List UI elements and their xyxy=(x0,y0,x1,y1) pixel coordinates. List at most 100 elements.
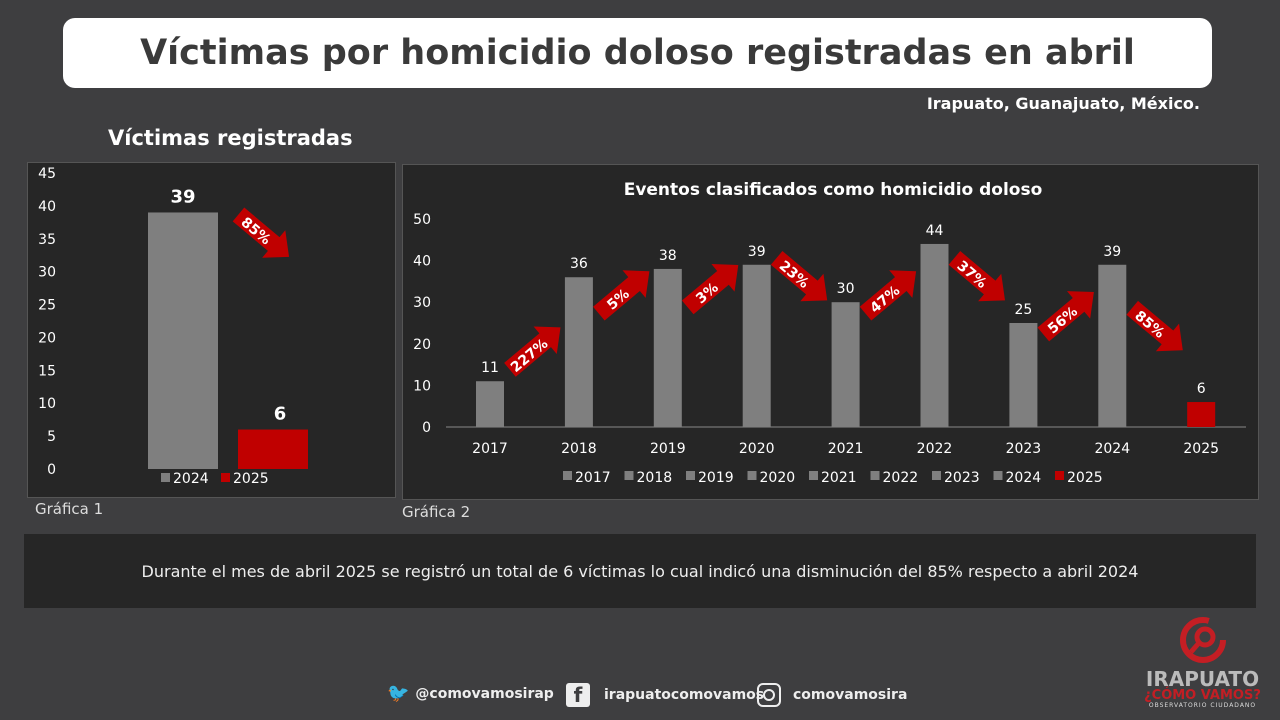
bar-2022 xyxy=(920,243,949,427)
data-label: 44 xyxy=(926,223,944,239)
bar-2024 xyxy=(1098,264,1127,427)
data-label: 11 xyxy=(481,360,499,376)
bar-2023 xyxy=(1009,323,1038,427)
bar-2018 xyxy=(564,277,593,427)
data-label: 30 xyxy=(837,281,855,297)
bar-2017 xyxy=(476,381,504,427)
facebook-handle: irapuatocomovamos xyxy=(604,687,765,703)
legend-label: 2025 xyxy=(1067,470,1103,486)
change-arrow-shape xyxy=(232,207,290,258)
y-tick-label: 45 xyxy=(38,166,56,182)
change-arrow-shape xyxy=(948,251,1005,302)
x-tick-label: 2023 xyxy=(1006,441,1042,457)
data-label: 25 xyxy=(1014,302,1032,318)
legend-label: 2023 xyxy=(944,470,980,486)
change-arrow-shape xyxy=(1126,300,1183,352)
bar-2019 xyxy=(653,268,682,427)
change-arrow: 5% xyxy=(593,270,650,321)
change-arrow: 85% xyxy=(1126,300,1183,352)
legend-swatch xyxy=(932,471,941,480)
legend-swatch xyxy=(563,471,572,480)
page-title: Víctimas por homicidio doloso registrada… xyxy=(63,18,1212,88)
facebook-link[interactable]: f irapuatocomovamos xyxy=(566,683,764,707)
y-tick-label: 5 xyxy=(47,429,56,445)
bar-2024 xyxy=(148,212,218,469)
legend-label: 2022 xyxy=(883,470,919,486)
legend-label: 2018 xyxy=(637,470,673,486)
change-arrow: 56% xyxy=(1037,291,1094,342)
y-tick-label: 40 xyxy=(413,254,431,270)
y-tick-label: 35 xyxy=(38,232,56,248)
data-label: 39 xyxy=(748,244,766,260)
change-arrow: 85% xyxy=(232,207,290,258)
y-tick-label: 0 xyxy=(422,420,431,436)
legend-label: 2024 xyxy=(1006,470,1042,486)
data-label: 6 xyxy=(1197,381,1206,397)
y-tick-label: 30 xyxy=(38,265,56,281)
data-label: 39 xyxy=(170,186,195,207)
instagram-icon xyxy=(757,683,781,707)
logo-line2: ¿CÓMO VAMOS? xyxy=(1144,688,1261,703)
legend-swatch xyxy=(993,471,1003,480)
change-arrow: 3% xyxy=(681,264,739,315)
chart2-panel: Eventos clasificados como homicidio dolo… xyxy=(402,164,1259,500)
change-arrow: 227% xyxy=(504,326,561,377)
legend-swatch xyxy=(161,473,170,482)
legend-swatch xyxy=(809,471,818,480)
change-arrow-shape xyxy=(770,251,828,302)
twitter-icon: 🐦 xyxy=(387,683,410,704)
x-tick-label: 2021 xyxy=(828,441,864,457)
legend-swatch xyxy=(686,471,695,480)
twitter-link[interactable]: 🐦 @comovamosirap xyxy=(387,683,554,704)
twitter-handle: @comovamosirap xyxy=(415,685,554,702)
facebook-icon: f xyxy=(566,683,590,707)
change-arrow-shape xyxy=(859,270,917,321)
legend-swatch xyxy=(747,471,757,480)
bar-2021 xyxy=(831,302,860,427)
change-arrow-shape xyxy=(681,264,739,315)
x-tick-label: 2024 xyxy=(1094,441,1130,457)
change-arrow-shape xyxy=(593,270,650,321)
chart1-subtitle: Víctimas registradas xyxy=(108,126,353,150)
legend-swatch xyxy=(1055,471,1064,480)
legend-label: 2024 xyxy=(173,471,209,487)
legend-label: 2020 xyxy=(760,470,796,486)
bar-2025 xyxy=(238,429,308,469)
legend-label: 2025 xyxy=(233,471,269,487)
chart1-panel: 0 5 10 15 20 25 30 35 40 45 39 6 85% 2024 2025 xyxy=(27,162,396,498)
y-tick-label: 20 xyxy=(38,330,56,346)
y-tick-label: 10 xyxy=(38,396,56,412)
bar-2025 xyxy=(1187,402,1216,427)
x-tick-label: 2017 xyxy=(472,441,508,457)
data-label: 36 xyxy=(570,256,588,272)
data-label: 6 xyxy=(274,404,287,425)
change-arrow-shape xyxy=(1037,291,1094,342)
location: Irapuato, Guanajuato, México. xyxy=(926,94,1200,113)
legend-label: 2021 xyxy=(821,470,857,486)
y-tick-label: 25 xyxy=(38,298,56,314)
y-tick-label: 30 xyxy=(413,295,431,311)
y-tick-label: 50 xyxy=(413,212,431,228)
instagram-handle: comovamosira xyxy=(793,687,908,703)
data-label: 39 xyxy=(1103,244,1121,260)
legend-swatch xyxy=(221,473,230,482)
bar-2020 xyxy=(742,264,771,427)
y-tick-label: 15 xyxy=(38,363,56,379)
y-tick-label: 20 xyxy=(413,337,431,353)
legend-swatch xyxy=(870,471,880,480)
chart-title: Eventos clasificados como homicidio dolo… xyxy=(624,180,1043,200)
logo-icon xyxy=(1179,617,1226,663)
change-arrow: 47% xyxy=(859,270,917,321)
instagram-link[interactable]: comovamosira xyxy=(757,683,907,707)
logo-line1: IRAPUATO xyxy=(1145,667,1260,691)
change-arrow-shape xyxy=(504,326,561,377)
chart2: Eventos clasificados como homicidio dolo… xyxy=(413,180,1246,486)
x-tick-label: 2020 xyxy=(739,441,775,457)
chart2-caption: Gráfica 2 xyxy=(402,503,471,521)
y-tick-label: 40 xyxy=(38,199,56,215)
x-tick-label: 2025 xyxy=(1183,441,1219,457)
change-arrow: 23% xyxy=(770,251,828,302)
x-tick-label: 2018 xyxy=(561,441,597,457)
y-tick-label: 0 xyxy=(47,462,56,478)
